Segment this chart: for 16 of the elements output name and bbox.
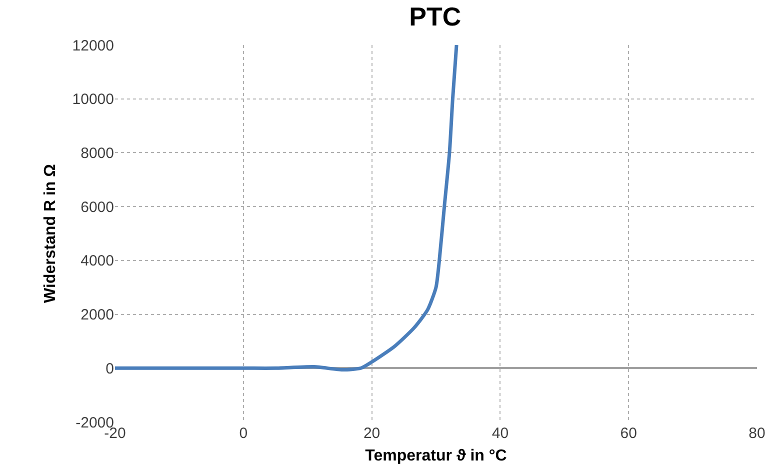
- y-tick-label: 2000: [80, 306, 114, 324]
- x-axis-title: Temperatur ϑ in °C: [365, 448, 508, 465]
- x-tick-label: 0: [239, 425, 248, 442]
- y-tick-label: 0: [106, 360, 114, 378]
- chart-title: PTC: [409, 1, 462, 32]
- y-axis-title: Widerstand R in Ω: [42, 164, 60, 303]
- x-tick-label: 60: [620, 425, 637, 442]
- y-tick-label: 6000: [80, 198, 114, 216]
- y-tick-label: 8000: [80, 144, 114, 162]
- x-tick-label: 80: [748, 425, 766, 442]
- y-tick-label: 12000: [72, 37, 114, 54]
- x-tick-label: 40: [492, 425, 509, 442]
- x-tick-label: 20: [363, 425, 380, 442]
- line-series: [115, 45, 458, 372]
- y-tick-label: 4000: [80, 252, 114, 270]
- y-tick-label: 10000: [72, 91, 114, 108]
